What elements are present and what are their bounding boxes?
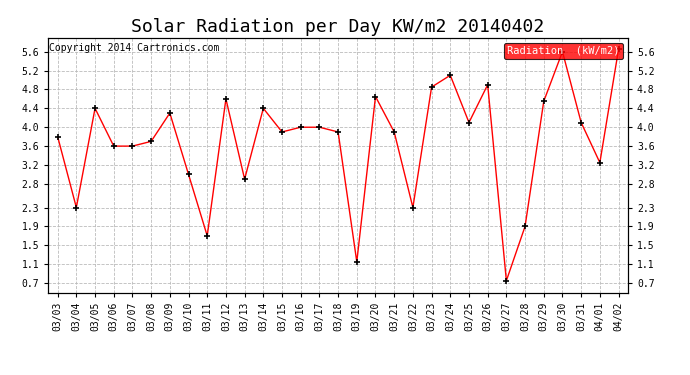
- Text: Copyright 2014 Cartronics.com: Copyright 2014 Cartronics.com: [50, 43, 220, 52]
- Legend: Radiation  (kW/m2): Radiation (kW/m2): [504, 43, 622, 59]
- Title: Solar Radiation per Day KW/m2 20140402: Solar Radiation per Day KW/m2 20140402: [132, 18, 544, 36]
